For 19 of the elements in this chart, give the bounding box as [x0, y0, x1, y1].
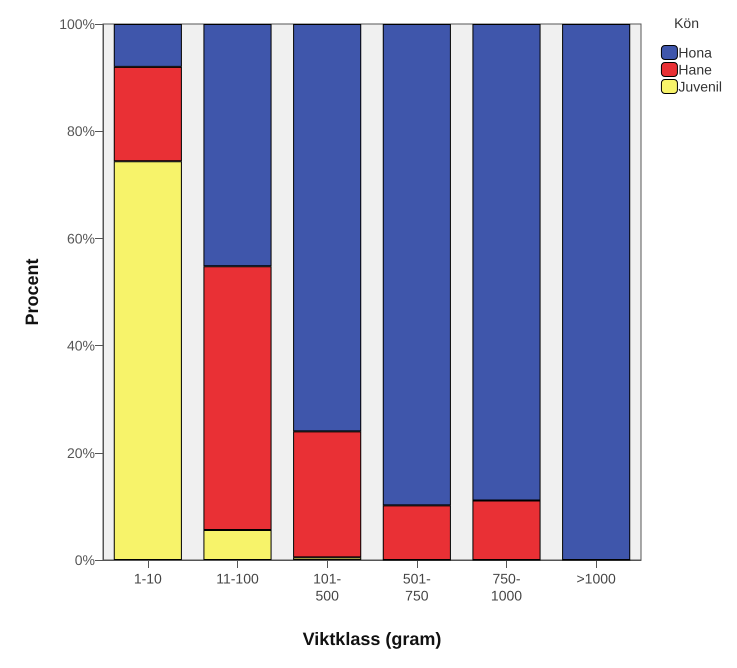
x-tick-label: 750- 1000: [490, 570, 522, 604]
y-tick-label: 20%: [66, 444, 95, 461]
y-tick-label: 100%: [59, 16, 95, 32]
legend-label: Juvenil: [678, 78, 722, 94]
y-tick-label: 80%: [66, 123, 95, 140]
x-tick-label: 501- 750: [402, 570, 432, 604]
y-axis-title: Procent: [22, 258, 42, 326]
x-tick-label: >1000: [576, 570, 616, 586]
x-tick-label: 11-100: [216, 570, 259, 586]
x-axis-title: Viktklass (gram): [302, 629, 442, 649]
y-tick-label: 0%: [74, 552, 95, 568]
bar: [562, 24, 630, 560]
y-tick-label: 60%: [66, 230, 95, 246]
legend-label: Hane: [678, 62, 712, 78]
legend-label: Hona: [678, 44, 712, 60]
legend-title: Kön: [674, 15, 700, 31]
y-tick-label: 40%: [66, 338, 95, 354]
x-tick-label: 101- 500: [313, 570, 342, 604]
x-tick-label: 1-10: [134, 570, 162, 586]
